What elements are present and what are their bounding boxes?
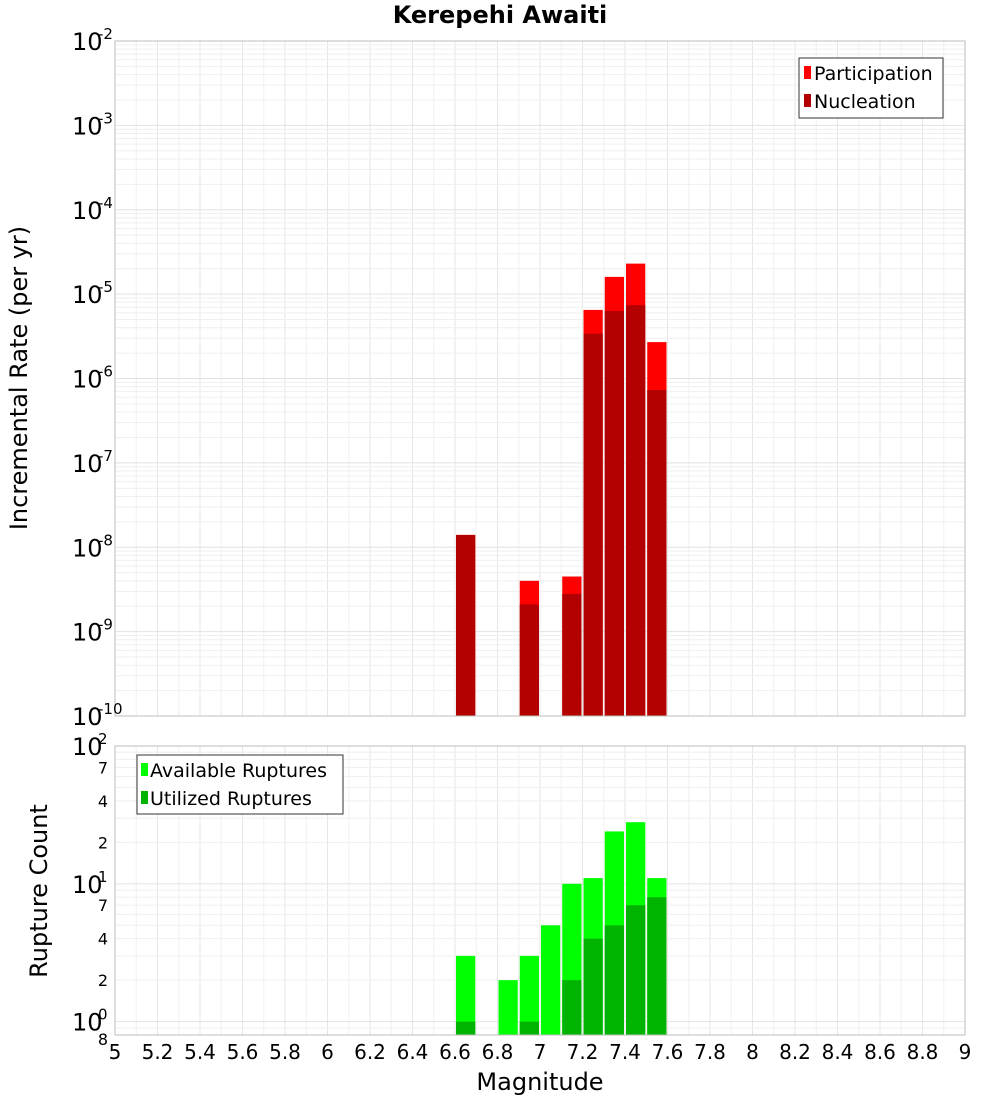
count-s0-bar bbox=[519, 955, 539, 1035]
count-y-minor-tick-label: 4 bbox=[98, 930, 108, 949]
magnitude-x-tick-label: 8.2 bbox=[779, 1040, 811, 1064]
rate-y-tick-exponent: -10 bbox=[98, 700, 123, 718]
participation-legend-label: Participation bbox=[814, 63, 933, 85]
count-y-minor-tick-label: 4 bbox=[98, 792, 108, 811]
rate-y-tick-exponent: -9 bbox=[98, 616, 113, 634]
rate-y-tick-exponent: -7 bbox=[98, 447, 113, 465]
magnitude-x-tick-label: 7.8 bbox=[694, 1040, 726, 1064]
chart-title: Kerepehi Awaiti bbox=[393, 1, 608, 29]
rate-s1-bar bbox=[626, 305, 646, 716]
magnitude-x-tick-label: 5 bbox=[109, 1040, 122, 1064]
count-y-tick-exponent: 1 bbox=[98, 868, 108, 886]
magnitude-x-tick-label: 6.6 bbox=[439, 1040, 471, 1064]
rate-plot-frame bbox=[114, 40, 966, 717]
count-y-minor-tick-label: 8 bbox=[98, 1030, 108, 1049]
rate-y-tick-exponent: -5 bbox=[98, 278, 113, 296]
count-y-tick-exponent: 0 bbox=[98, 1006, 108, 1024]
magnitude-x-tick-label: 8.6 bbox=[864, 1040, 896, 1064]
rate-y-tick-base: 10 bbox=[72, 450, 103, 478]
rate-y-tick-exponent: -6 bbox=[98, 363, 113, 381]
magnitude-x-tick-label: 8.8 bbox=[907, 1040, 939, 1064]
available-ruptures-legend-label: Available Ruptures bbox=[150, 760, 327, 782]
count-s1-bar bbox=[626, 905, 646, 1035]
count-y-tick-exponent: 2 bbox=[98, 730, 108, 748]
magnitude-x-tick-label: 5.8 bbox=[269, 1040, 301, 1064]
available-ruptures-legend-swatch bbox=[141, 763, 148, 776]
rate-s1-bar bbox=[604, 311, 624, 716]
participation-legend-swatch bbox=[804, 66, 811, 79]
count-plot-frame bbox=[114, 745, 966, 1036]
rate-legend-box bbox=[798, 57, 944, 119]
nucleation-legend-swatch bbox=[804, 94, 811, 107]
rate-gridlines bbox=[114, 40, 966, 717]
rate-y-tick-exponent: -4 bbox=[98, 194, 113, 212]
rate-s1-bar bbox=[647, 390, 667, 716]
count-y-minor-tick-label: 7 bbox=[98, 758, 108, 777]
count-s1-bar bbox=[562, 980, 582, 1035]
count-s1-bar bbox=[647, 897, 667, 1035]
magnitude-x-ticks: 5 5.2 5.4 5.6 5.8 6 6.2 6.4 6.6 6.8 7 7.2 7.4 7.6 7.8 8… bbox=[109, 1040, 972, 1064]
magnitude-x-tick-label: 6.2 bbox=[354, 1040, 386, 1064]
count-gridlines bbox=[114, 745, 966, 1036]
count-s1-bar bbox=[583, 938, 603, 1035]
rate-y-tick-base: 10 bbox=[72, 703, 103, 731]
count-y-tick-base: 10 bbox=[72, 1009, 103, 1037]
magnitude-x-tick-label: 9 bbox=[959, 1040, 972, 1064]
rate-legend: Participation Nucleation bbox=[798, 57, 944, 119]
count-legend-box bbox=[136, 754, 344, 815]
count-y-minor-tick-label: 2 bbox=[98, 833, 108, 852]
rate-y-tick-base: 10 bbox=[72, 112, 103, 140]
magnitude-x-tick-label: 7.6 bbox=[652, 1040, 684, 1064]
count-s1-bar bbox=[519, 1021, 539, 1035]
magnitude-x-tick-label: 7.2 bbox=[567, 1040, 599, 1064]
magnitude-x-tick-label: 5.4 bbox=[184, 1040, 216, 1064]
rate-y-tick-base: 10 bbox=[72, 281, 103, 309]
magnitude-x-tick-label: 5.2 bbox=[142, 1040, 174, 1064]
rate-y-tick-base: 10 bbox=[72, 366, 103, 394]
magnitude-x-tick-label: 8.4 bbox=[822, 1040, 854, 1064]
nucleation-legend-label: Nucleation bbox=[814, 91, 916, 113]
count-y-minor-tick-label: 2 bbox=[98, 971, 108, 990]
rate-y-axis-label: Incremental Rate (per yr) bbox=[5, 226, 33, 530]
rate-s1-bar bbox=[456, 534, 476, 716]
count-s1-bar bbox=[604, 925, 624, 1035]
magnitude-x-tick-label: 6.8 bbox=[482, 1040, 514, 1064]
rate-y-tick-base: 10 bbox=[72, 197, 103, 225]
magnitude-x-tick-label: 7.4 bbox=[609, 1040, 641, 1064]
count-y-tick-base: 10 bbox=[72, 733, 103, 761]
rate-s1-bar bbox=[519, 604, 539, 716]
count-s0-bar bbox=[498, 980, 518, 1035]
magnitude-x-tick-label: 6 bbox=[321, 1040, 334, 1064]
rate-y-tick-base: 10 bbox=[72, 534, 103, 562]
count-s0-bar bbox=[456, 955, 476, 1035]
magnitude-x-tick-label: 5.6 bbox=[227, 1040, 259, 1064]
rate-s1-bar bbox=[583, 333, 603, 716]
count-y-tick-base: 10 bbox=[72, 871, 103, 899]
magnitude-x-tick-label: 7 bbox=[534, 1040, 547, 1064]
rate-y-tick-exponent: -8 bbox=[98, 531, 113, 549]
count-s0-bar bbox=[541, 925, 561, 1035]
count-s1-bar bbox=[456, 1021, 476, 1035]
rate-y-tick-base: 10 bbox=[72, 28, 103, 56]
magnitude-x-tick-label: 6.4 bbox=[397, 1040, 429, 1064]
rate-y-tick-base: 10 bbox=[72, 619, 103, 647]
utilized-ruptures-legend-swatch bbox=[141, 791, 148, 804]
rate-y-tick-exponent: -2 bbox=[98, 25, 113, 43]
magnitude-x-tick-label: 8 bbox=[746, 1040, 759, 1064]
rate-bars bbox=[456, 263, 667, 716]
utilized-ruptures-legend-label: Utilized Ruptures bbox=[150, 788, 312, 810]
count-bars bbox=[456, 822, 667, 1035]
count-y-axis-label: Rupture Count bbox=[25, 804, 53, 978]
magnitude-x-axis-label: Magnitude bbox=[476, 1068, 603, 1096]
count-legend: Available Ruptures Utilized Ruptures bbox=[136, 754, 344, 815]
rate-s1-bar bbox=[562, 593, 582, 716]
rate-y-tick-exponent: -3 bbox=[98, 109, 113, 127]
count-y-minor-tick-label: 7 bbox=[98, 896, 108, 915]
